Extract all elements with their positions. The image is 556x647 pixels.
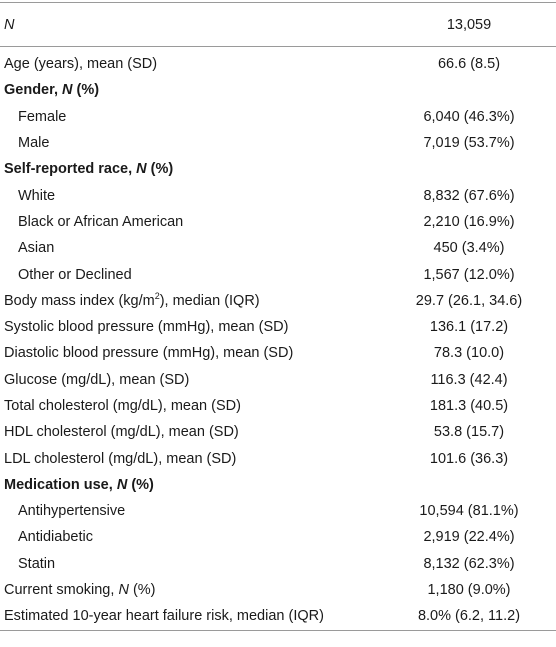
row-value: 450 (3.4%): [433, 240, 505, 257]
header-label: N: [4, 16, 15, 33]
row-value: 29.7 (26.1, 34.6): [415, 292, 523, 309]
row-value: 1,567 (12.0%): [423, 266, 515, 283]
row-value: 1,180 (9.0%): [427, 582, 511, 599]
row-value: 136.1 (17.2): [429, 319, 509, 336]
table-row-systolic: Systolic blood pressure (mmHg), mean (SD…: [0, 314, 556, 340]
row-value: 2,919 (22.4%): [423, 529, 515, 546]
row-label: Body mass index (kg/m2), median (IQR): [4, 290, 260, 309]
table-row-smoking: Current smoking, N (%) 1,180 (9.0%): [0, 577, 556, 603]
row-label: Antidiabetic: [18, 529, 93, 546]
row-label: Black or African American: [18, 213, 184, 230]
row-label: Glucose (mg/dL), mean (SD): [4, 371, 190, 388]
row-value: 10,594 (81.1%): [419, 503, 519, 520]
table-row-white: White 8,832 (67.6%): [0, 182, 556, 208]
table-row-antidiabetic: Antidiabetic 2,919 (22.4%): [0, 524, 556, 550]
row-value: 2,210 (16.9%): [423, 213, 515, 230]
table-row-age: Age (years), mean (SD) 66.6 (8.5): [0, 51, 556, 77]
section-label: Self-reported race, N (%): [4, 161, 174, 178]
row-label: Statin: [18, 555, 56, 572]
table-row-male: Male 7,019 (53.7%): [0, 130, 556, 156]
row-label: Estimated 10-year heart failure risk, me…: [4, 608, 324, 625]
row-label: Asian: [18, 240, 55, 257]
table-row-ldl: LDL cholesterol (mg/dL), mean (SD) 101.6…: [0, 445, 556, 471]
row-value: 101.6 (36.3): [429, 450, 509, 467]
table-row-other: Other or Declined 1,567 (12.0%): [0, 261, 556, 287]
table-header-row: N 13,059: [0, 3, 556, 47]
row-label: Current smoking, N (%): [4, 582, 156, 599]
table-row-black: Black or African American 2,210 (16.9%): [0, 209, 556, 235]
row-label: Age (years), mean (SD): [4, 56, 158, 73]
row-label: Diastolic blood pressure (mmHg), mean (S…: [4, 345, 294, 362]
row-label: White: [18, 187, 56, 204]
table-row-glucose: Glucose (mg/dL), mean (SD) 116.3 (42.4): [0, 367, 556, 393]
table-row-asian: Asian 450 (3.4%): [0, 235, 556, 261]
table-row-statin: Statin 8,132 (62.3%): [0, 551, 556, 577]
row-value: 6,040 (46.3%): [423, 108, 515, 125]
row-value: 8.0% (6.2, 11.2): [417, 608, 521, 625]
row-value: 8,132 (62.3%): [423, 555, 515, 572]
row-value: 8,832 (67.6%): [423, 187, 515, 204]
row-label: Male: [18, 135, 50, 152]
row-value: 7,019 (53.7%): [423, 135, 515, 152]
section-medication: Medication use, N (%): [0, 472, 556, 498]
section-gender: Gender, N (%): [0, 77, 556, 103]
header-value: 13,059: [446, 16, 492, 33]
row-value: 116.3 (42.4): [430, 371, 508, 388]
row-value: 53.8 (15.7): [433, 424, 505, 441]
row-label: Other or Declined: [18, 266, 132, 283]
section-label: Gender, N (%): [4, 82, 100, 99]
row-value: 181.3 (40.5): [429, 398, 509, 414]
table-row-hf-risk: Estimated 10-year heart failure risk, me…: [0, 603, 556, 629]
table-row-hdl: HDL cholesterol (mg/dL), mean (SD) 53.8 …: [0, 419, 556, 445]
table-row-antihypertensive: Antihypertensive 10,594 (81.1%): [0, 498, 556, 524]
table-row-bmi: Body mass index (kg/m2), median (IQR) 29…: [0, 288, 556, 314]
row-label: Antihypertensive: [18, 503, 126, 520]
row-label: Systolic blood pressure (mmHg), mean (SD…: [4, 319, 289, 336]
table-row-female: Female 6,040 (46.3%): [0, 104, 556, 130]
characteristics-table: N 13,059 Age (years), mean (SD) 66.6 (8.…: [0, 2, 556, 631]
section-race: Self-reported race, N (%): [0, 156, 556, 182]
row-label: HDL cholesterol (mg/dL), mean (SD): [4, 424, 239, 441]
row-label: Female: [18, 108, 67, 125]
row-label: LDL cholesterol (mg/dL), mean (SD): [4, 450, 237, 467]
table-row-total-cholesterol: Total cholesterol (mg/dL), mean (SD) 181…: [0, 393, 556, 419]
row-label: Total cholesterol (mg/dL), mean (SD): [4, 398, 241, 414]
row-value: 78.3 (10.0): [433, 345, 505, 362]
table-row-diastolic: Diastolic blood pressure (mmHg), mean (S…: [0, 340, 556, 366]
section-label: Medication use, N (%): [4, 476, 154, 493]
row-value: 66.6 (8.5): [437, 56, 501, 73]
